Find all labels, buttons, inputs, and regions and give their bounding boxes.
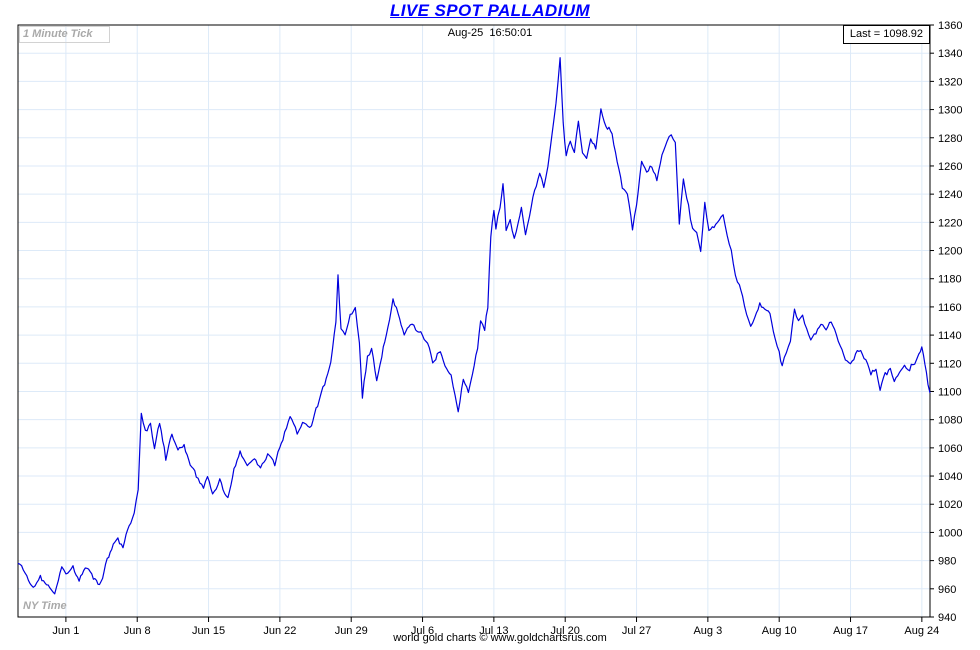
chart-title: LIVE SPOT PALLADIUM xyxy=(390,1,590,20)
y-axis-label: 1040 xyxy=(938,471,962,483)
y-axis-label: 1000 xyxy=(938,527,962,539)
y-axis-label: 1280 xyxy=(938,133,962,145)
x-axis-label: Jul 20 xyxy=(551,625,580,637)
y-axis-label: 1120 xyxy=(938,358,962,370)
y-axis-label: 1320 xyxy=(938,76,962,88)
x-axis-label: Jun 1 xyxy=(52,625,79,637)
x-axis-label: Aug 3 xyxy=(693,625,722,637)
y-axis-label: 1240 xyxy=(938,189,962,201)
x-axis-label: Jul 13 xyxy=(479,625,508,637)
timezone-label: NY Time xyxy=(23,600,67,612)
y-axis-label: 1020 xyxy=(938,499,962,511)
x-axis-label: Jun 15 xyxy=(192,625,225,637)
y-axis-label: 1140 xyxy=(938,330,962,342)
x-axis-label: Aug 10 xyxy=(762,625,797,637)
y-axis-label: 1060 xyxy=(938,443,962,455)
x-axis-label: Jun 8 xyxy=(124,625,151,637)
y-axis-label: 1300 xyxy=(938,105,962,117)
tick-interval-label: 1 Minute Tick xyxy=(23,28,93,40)
x-axis-label: Jul 6 xyxy=(411,625,434,637)
last-price-label: Last = 1098.92 xyxy=(849,28,923,40)
credit-text: world gold charts © www.goldchartsrus.co… xyxy=(393,632,607,644)
y-axis-label: 960 xyxy=(938,584,956,596)
y-axis-label: 1340 xyxy=(938,48,962,60)
tick-interval-box: 1 Minute Tick xyxy=(19,26,110,43)
chart-timestamp: Aug-25 16:50:01 xyxy=(447,27,533,39)
x-axis-label: Aug 24 xyxy=(904,625,939,637)
y-axis-label: 1200 xyxy=(938,246,962,258)
x-axis-label: Jun 29 xyxy=(335,625,368,637)
last-price-box: Last = 1098.92 xyxy=(842,25,930,44)
y-axis-label: 1080 xyxy=(938,415,962,427)
y-axis-label: 1260 xyxy=(938,161,962,173)
y-axis-label: 940 xyxy=(938,612,956,624)
y-axis-label: 1180 xyxy=(938,274,962,286)
y-axis-label: 1220 xyxy=(938,217,962,229)
price-line-series xyxy=(17,57,931,595)
y-axis-label: 1160 xyxy=(938,302,962,314)
x-axis-label: Jun 22 xyxy=(263,625,296,637)
x-axis-label: Jul 27 xyxy=(622,625,651,637)
y-axis-label: 1100 xyxy=(938,386,962,398)
y-axis-label: 1360 xyxy=(938,20,962,32)
plot-border xyxy=(17,24,931,618)
x-axis-label: Aug 17 xyxy=(833,625,868,637)
y-axis-label: 980 xyxy=(938,556,956,568)
